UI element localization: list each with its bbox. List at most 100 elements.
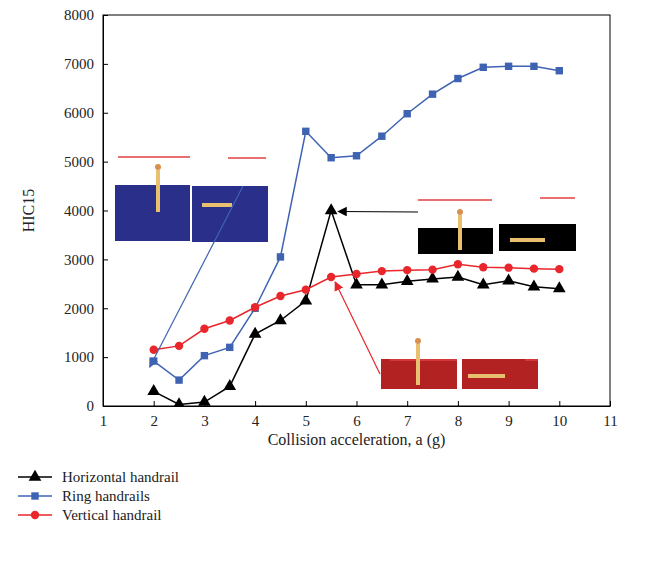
series-line: [154, 66, 560, 380]
legend-label: Horizontal handrail: [62, 469, 179, 485]
series-marker: [479, 263, 487, 271]
tick-mark: [103, 406, 108, 407]
inset-rail: [525, 359, 538, 361]
tick: 9: [505, 401, 512, 429]
series-marker: [223, 379, 236, 390]
tick: 2000: [64, 301, 108, 317]
tick: 5000: [64, 154, 108, 170]
tick-label: 8000: [64, 7, 94, 23]
series-marker: [403, 110, 410, 117]
tick-label: 1: [100, 413, 108, 429]
series-marker: [528, 279, 541, 290]
legend-marker: [29, 470, 42, 481]
tick-mark: [306, 401, 307, 406]
tick-mark: [509, 401, 510, 406]
legend-label: Ring handrails: [62, 488, 150, 504]
inset-rail: [390, 359, 457, 361]
legend-marker: [31, 511, 39, 519]
tick-label: 6000: [64, 105, 94, 121]
series-marker: [555, 265, 563, 273]
tick-label: 6: [353, 413, 361, 429]
inset-image: [499, 224, 576, 251]
series-marker: [276, 292, 284, 300]
series-marker: [504, 263, 512, 271]
series-marker: [429, 90, 436, 97]
series-marker: [454, 260, 462, 268]
series-marker: [147, 384, 160, 395]
tick-mark: [357, 401, 358, 406]
tick: 4000: [64, 203, 108, 219]
tick-mark: [103, 211, 108, 212]
series-marker: [553, 281, 566, 292]
tick-label: 4: [252, 413, 260, 429]
series-marker: [454, 75, 461, 82]
annotation-arrow: [150, 186, 243, 367]
tick-mark: [154, 401, 155, 406]
annotation-arrow: [335, 282, 380, 374]
legend-label: Vertical handrail: [62, 507, 162, 523]
legend-entry: Vertical handrail: [18, 507, 162, 523]
series-marker: [502, 274, 515, 285]
inset-rail: [118, 156, 190, 158]
tick: 7: [404, 401, 412, 429]
legend: Horizontal handrail Ring handrails Vertica…: [18, 469, 179, 523]
tick: 4: [252, 401, 260, 429]
series-marker: [530, 264, 538, 272]
inset-figure: [155, 164, 161, 170]
inset-rail: [418, 199, 492, 201]
tick: 6000: [64, 105, 108, 121]
legend-entry: Horizontal handrail: [18, 469, 179, 485]
tick-label: 7000: [64, 56, 94, 72]
series-marker: [556, 67, 563, 74]
tick: 6: [353, 401, 361, 429]
tick-label: 2000: [64, 301, 94, 317]
tick-label: 8: [455, 413, 463, 429]
tick: 5: [303, 401, 311, 429]
inset-figure: [510, 238, 545, 242]
tick: 8000: [64, 7, 108, 23]
inset-figure: [415, 338, 421, 344]
series-line: [154, 264, 560, 350]
plot-frame: [103, 15, 610, 406]
inset-rail: [228, 157, 266, 159]
series-marker: [251, 303, 259, 311]
tick: 8: [455, 401, 463, 429]
inset-figure: [468, 374, 505, 378]
tick-label: 5000: [64, 154, 94, 170]
series-marker: [249, 327, 262, 338]
annotation-arrow: [338, 211, 418, 213]
tick: 1000: [64, 349, 108, 365]
series-marker: [201, 352, 208, 359]
tick: 3000: [64, 252, 108, 268]
tick-mark: [610, 401, 611, 406]
tick-label: 4000: [64, 203, 94, 219]
inset-figure: [202, 203, 232, 207]
tick-label: 3: [201, 413, 209, 429]
legend-marker: [31, 492, 38, 499]
tick: 7000: [64, 56, 108, 72]
legend-entry: Ring handrails: [18, 488, 150, 504]
series-marker: [302, 285, 310, 293]
tick-mark: [407, 401, 408, 406]
series-marker: [378, 267, 386, 275]
inset-figure: [458, 215, 462, 250]
tick-mark: [103, 64, 108, 65]
tick-label: 3000: [64, 252, 94, 268]
tick-mark: [103, 162, 108, 163]
series-marker: [175, 376, 182, 383]
inset-image: [462, 359, 538, 389]
inset-images: [115, 157, 576, 389]
inset-figure: [416, 344, 420, 385]
series-marker: [375, 277, 388, 288]
tick-mark: [103, 15, 108, 16]
series-marker: [327, 154, 334, 161]
series-marker: [173, 397, 186, 406]
series-marker: [401, 274, 414, 285]
series-marker: [352, 270, 360, 278]
tick-mark: [103, 308, 108, 309]
tick-mark: [255, 401, 256, 406]
inset-image: [418, 228, 493, 254]
tick: 10: [552, 401, 567, 429]
series-marker: [198, 395, 211, 406]
chart: 1234567891011010002000300040005000600070…: [0, 0, 650, 567]
